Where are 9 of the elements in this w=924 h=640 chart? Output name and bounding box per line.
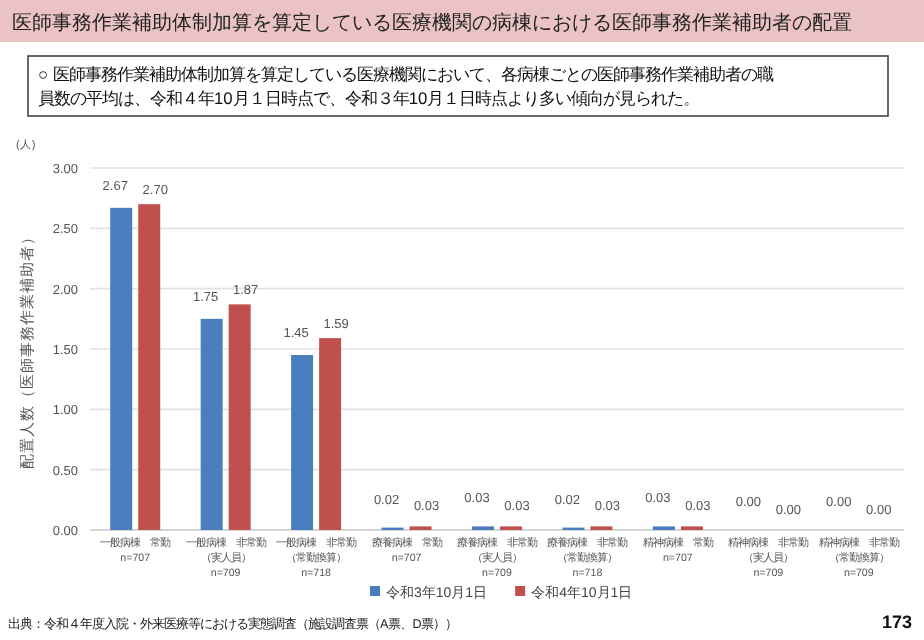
bar bbox=[110, 207, 133, 530]
bar bbox=[291, 355, 314, 530]
text: 173 bbox=[881, 612, 912, 632]
bar bbox=[228, 304, 251, 530]
bar bbox=[200, 318, 223, 530]
bar bbox=[138, 204, 161, 530]
chart-subtitle: ○ 医師事務作業補助体制加算を算定している医療機関において、各病棟ごとの医師事務作業補助者の職員数の平均は、令和４年10月１日時点で、令和３年10月１日時点より多い傾向が見られた。 bbox=[38, 64, 773, 108]
bar bbox=[319, 338, 342, 530]
chart-title: 医師事務作業補助体制加算を算定している医療機関の病棟における医師事務作業補助者の配置 bbox=[12, 11, 852, 35]
